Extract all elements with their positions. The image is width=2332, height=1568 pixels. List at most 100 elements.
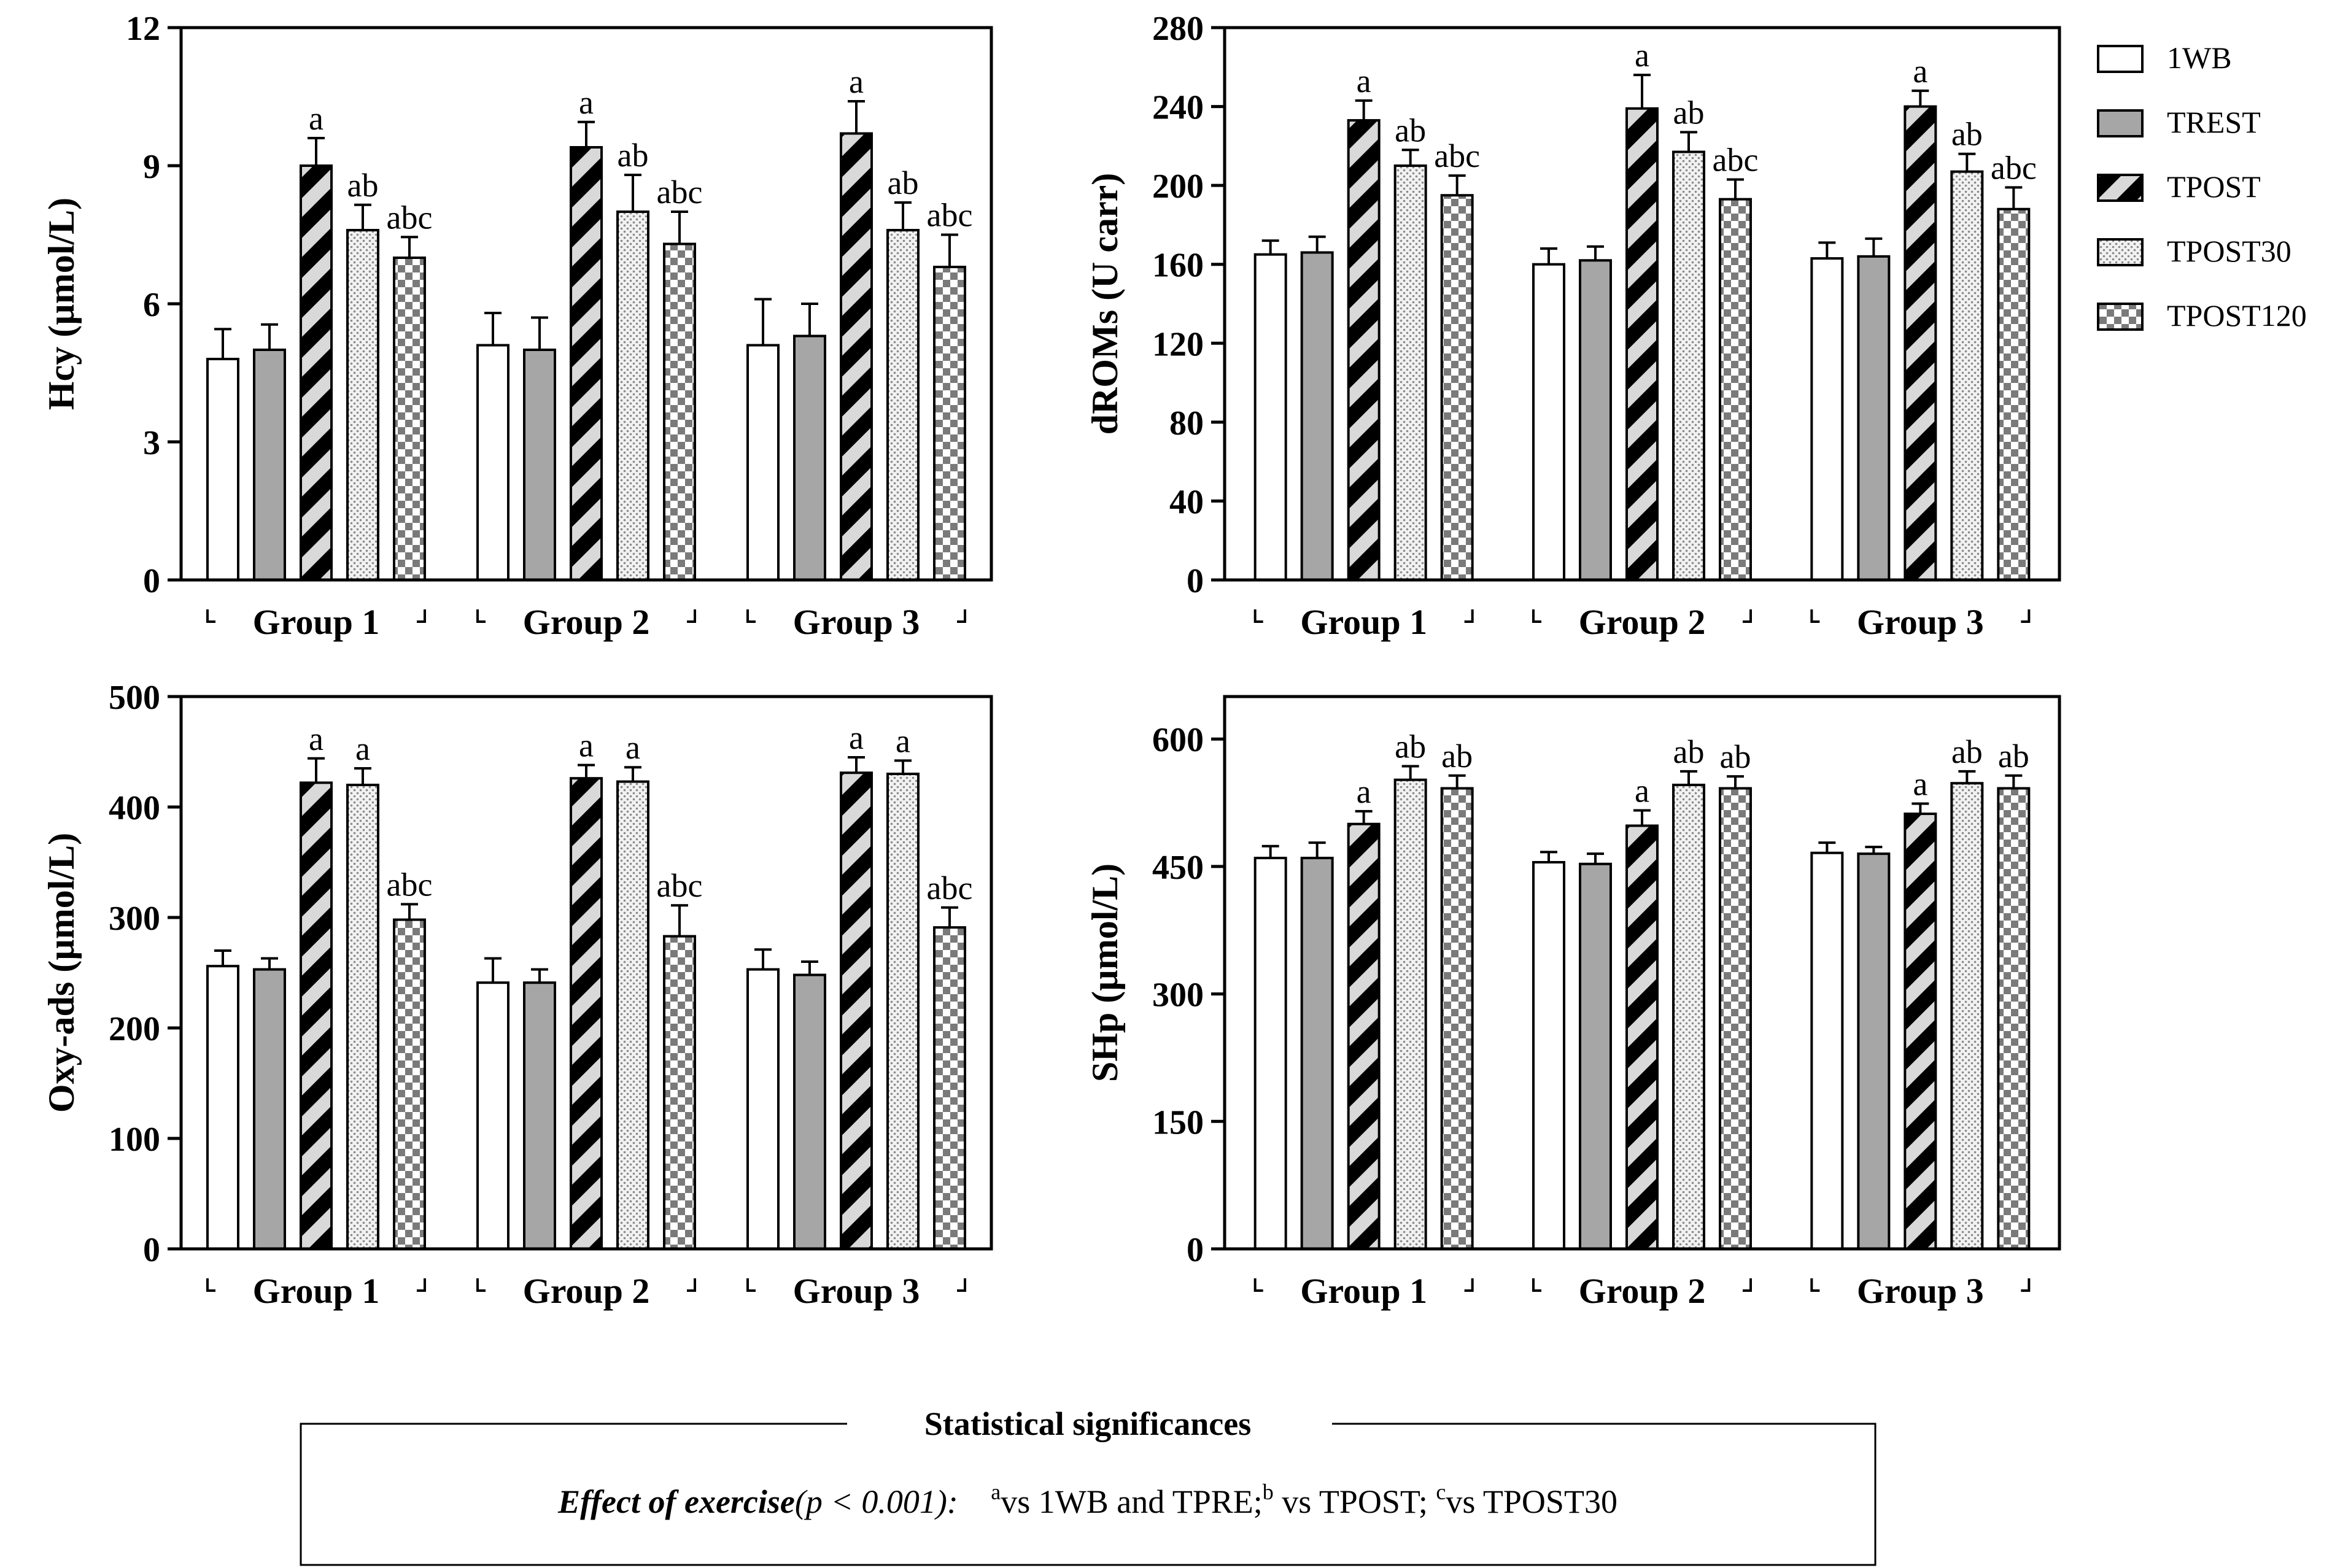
p-value: (p < 0.001):: [795, 1483, 958, 1520]
sig-label-TPOST120-3: abc: [927, 870, 973, 906]
bar-TPOST30-1: [1393, 778, 1427, 1250]
sig-label-TPOST-2: a: [1635, 37, 1649, 74]
legend-label-TPOST30: TPOST30: [2167, 234, 2291, 268]
group-bracket-right: [1743, 609, 1752, 623]
bar-TPOST120-2: [663, 935, 696, 1250]
y-tick-label: 150: [1152, 1103, 1204, 1141]
group-bracket-right: [687, 1278, 696, 1292]
y-tick-label: 0: [1187, 562, 1204, 600]
bar-TPOST120-3: [933, 926, 966, 1250]
bar-1WB-2: [1532, 861, 1565, 1250]
text-a: vs 1WB and TPRE;: [1001, 1483, 1263, 1520]
sig-label-TPOST-1: a: [309, 100, 323, 137]
bar-TPOST-1: [1347, 822, 1381, 1250]
group-label: Group 3: [793, 602, 920, 642]
group-bracket-left: [206, 1278, 215, 1292]
bar-1WB-1: [1253, 253, 1287, 581]
bar-1WB-3: [746, 968, 780, 1250]
legend-swatch-1WB: [2097, 45, 2144, 73]
y-tick-label: 280: [1152, 10, 1204, 48]
y-tick-label: 9: [143, 148, 160, 186]
sig-label-TPOST120-1: abc: [1434, 137, 1480, 174]
group-label: Group 2: [523, 602, 650, 642]
bar-TPOST30-2: [616, 780, 649, 1250]
bar-TPOST30-3: [1950, 170, 1984, 581]
group-bracket-right: [417, 609, 426, 623]
footnote-text: Effect of exercise(p < 0.001): avs 1WB a…: [557, 1480, 1617, 1520]
sig-label-TPOST30-3: ab: [888, 164, 919, 201]
sig-label-TPOST120-1: abc: [387, 866, 433, 903]
sup-a: a: [991, 1480, 1001, 1504]
bar-TPOST-2: [570, 777, 603, 1250]
sup-b: b: [1263, 1480, 1274, 1504]
legend-swatch-TPOST: [2097, 174, 2144, 202]
y-tick-label: 300: [109, 900, 160, 938]
y-tick-label: 40: [1169, 483, 1204, 521]
sig-label-TPOST-3: a: [849, 719, 864, 756]
bar-TPOST30-1: [346, 229, 379, 581]
sig-label-TPOST-2: a: [579, 727, 594, 764]
sig-label-TPOST120-3: abc: [927, 197, 973, 234]
bar-TPOST30-3: [886, 229, 920, 581]
y-axis-label: dROMs (U carr): [1085, 173, 1125, 435]
sup-c: c: [1436, 1480, 1446, 1504]
y-tick-label: 200: [109, 1010, 160, 1048]
bar-TREST-2: [1579, 862, 1612, 1251]
y-axis-label: Oxy-ads (µmol/L): [41, 833, 82, 1113]
sig-label-TPOST120-3: abc: [1991, 149, 2037, 186]
bar-1WB-1: [1253, 857, 1287, 1250]
bar-TPOST120-2: [1719, 787, 1752, 1250]
bar-TREST-1: [1300, 857, 1334, 1250]
y-tick-label: 0: [143, 562, 160, 600]
y-tick-label: 12: [126, 10, 160, 48]
sig-label-TPOST30-1: ab: [347, 167, 379, 204]
sig-label-TPOST-3: a: [1913, 765, 1927, 802]
y-axis-label: SHp (µmol/L): [1085, 863, 1125, 1082]
group-bracket-left: [1253, 609, 1263, 623]
y-tick-label: 0: [1187, 1231, 1204, 1269]
sig-label-TPOST-3: a: [849, 63, 864, 100]
effect-label: Effect of exercise: [557, 1483, 795, 1520]
bar-TREST-2: [1579, 259, 1612, 581]
group-bracket-right: [1464, 1278, 1474, 1292]
group-bracket-left: [746, 1278, 756, 1292]
legend-swatch-TPOST120: [2097, 303, 2144, 331]
bar-1WB-3: [1810, 851, 1844, 1251]
group-bracket-left: [1810, 609, 1820, 623]
group-bracket-right: [2021, 1278, 2031, 1292]
bar-TPOST120-3: [1997, 787, 2031, 1250]
bar-TREST-1: [1300, 251, 1334, 581]
bar-TPOST120-3: [933, 266, 966, 581]
y-tick-label: 240: [1152, 89, 1204, 127]
y-tick-label: 100: [109, 1121, 160, 1159]
group-label: Group 1: [253, 1271, 380, 1311]
legend-label-1WB: 1WB: [2167, 41, 2232, 75]
group-label: Group 3: [1857, 1271, 1984, 1311]
footnote-box: Statistical significances Effect of exer…: [300, 1405, 1877, 1566]
bar-TPOST120-1: [393, 918, 426, 1250]
y-tick-label: 600: [1152, 721, 1204, 759]
text-c: vs TPOST30: [1446, 1483, 1617, 1520]
sig-label-TPOST-3: a: [1913, 53, 1927, 90]
legend-swatch-TREST: [2097, 109, 2144, 137]
y-axis-label: Hcy (µmol/L): [41, 198, 82, 410]
bar-TREST-3: [1857, 852, 1891, 1250]
bar-TPOST30-2: [1672, 784, 1705, 1250]
group-label: Group 2: [1579, 1271, 1706, 1311]
y-tick-label: 80: [1169, 404, 1204, 442]
sig-label-TPOST30-3: a: [896, 722, 910, 759]
group-bracket-left: [476, 1278, 486, 1292]
group-label: Group 1: [253, 602, 380, 642]
y-tick-label: 6: [143, 286, 160, 324]
bar-TPOST30-3: [1950, 782, 1984, 1250]
group-bracket-right: [2021, 609, 2031, 623]
sig-label-TPOST120-2: ab: [1720, 738, 1751, 775]
bar-TREST-3: [793, 973, 826, 1250]
bar-TREST-1: [253, 968, 286, 1250]
sig-label-TPOST30-2: ab: [1673, 733, 1705, 770]
